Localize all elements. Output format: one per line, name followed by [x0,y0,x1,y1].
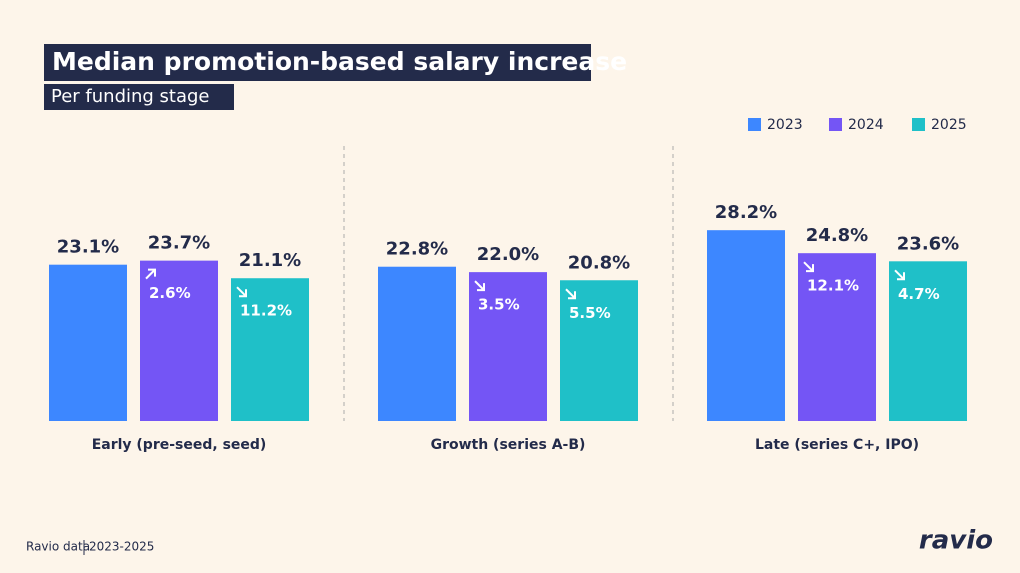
change-label: 2.6% [149,284,191,302]
change-label: 4.7% [898,285,940,303]
title-box [44,44,591,81]
change-label: 3.5% [478,296,520,314]
value-label: 20.8% [568,252,630,273]
x-tick-label: Late (series C+, IPO) [755,437,919,453]
change-arrow [145,268,156,280]
change-arrow [474,280,485,292]
bar [798,253,876,421]
x-tick-label: Growth (series A-B) [431,437,586,453]
bar [49,264,127,421]
value-label: 23.1% [57,237,119,258]
change-label: 11.2% [240,302,292,320]
change-arrow [894,269,905,281]
chart-subtitle: Per funding stage [51,86,210,107]
bar [231,278,309,421]
value-label: 28.2% [715,202,777,223]
source: Ravio data [26,540,90,554]
value-label: 22.8% [386,239,448,260]
change-arrow [803,261,814,273]
bar [140,260,218,421]
bar [889,261,967,421]
value-label: 23.6% [897,233,959,254]
chart-title: Median promotion-based salary increase [52,47,627,76]
legend-label: 2025 [931,117,967,133]
legend-label: 2024 [848,117,884,133]
value-label: 21.1% [239,250,301,271]
x-tick-label: Early (pre-seed, seed) [92,437,267,453]
value-label: 24.8% [806,225,868,246]
bar [560,280,638,421]
change-arrow [565,288,576,300]
change-label: 12.1% [807,277,859,295]
bar [707,230,785,421]
value-label: 22.0% [477,244,539,265]
subtitle-box [44,84,234,110]
legend-swatch [748,118,761,131]
legend-swatch [829,118,842,131]
bar [469,272,547,421]
change-label: 5.5% [569,304,611,322]
period: 2023-2025 [89,540,154,554]
change-arrow [236,286,247,298]
value-label: 23.7% [148,233,210,254]
legend-swatch [912,118,925,131]
legend-label: 2023 [767,117,803,133]
bar [378,266,456,421]
brand-logo: ravio [919,526,993,556]
